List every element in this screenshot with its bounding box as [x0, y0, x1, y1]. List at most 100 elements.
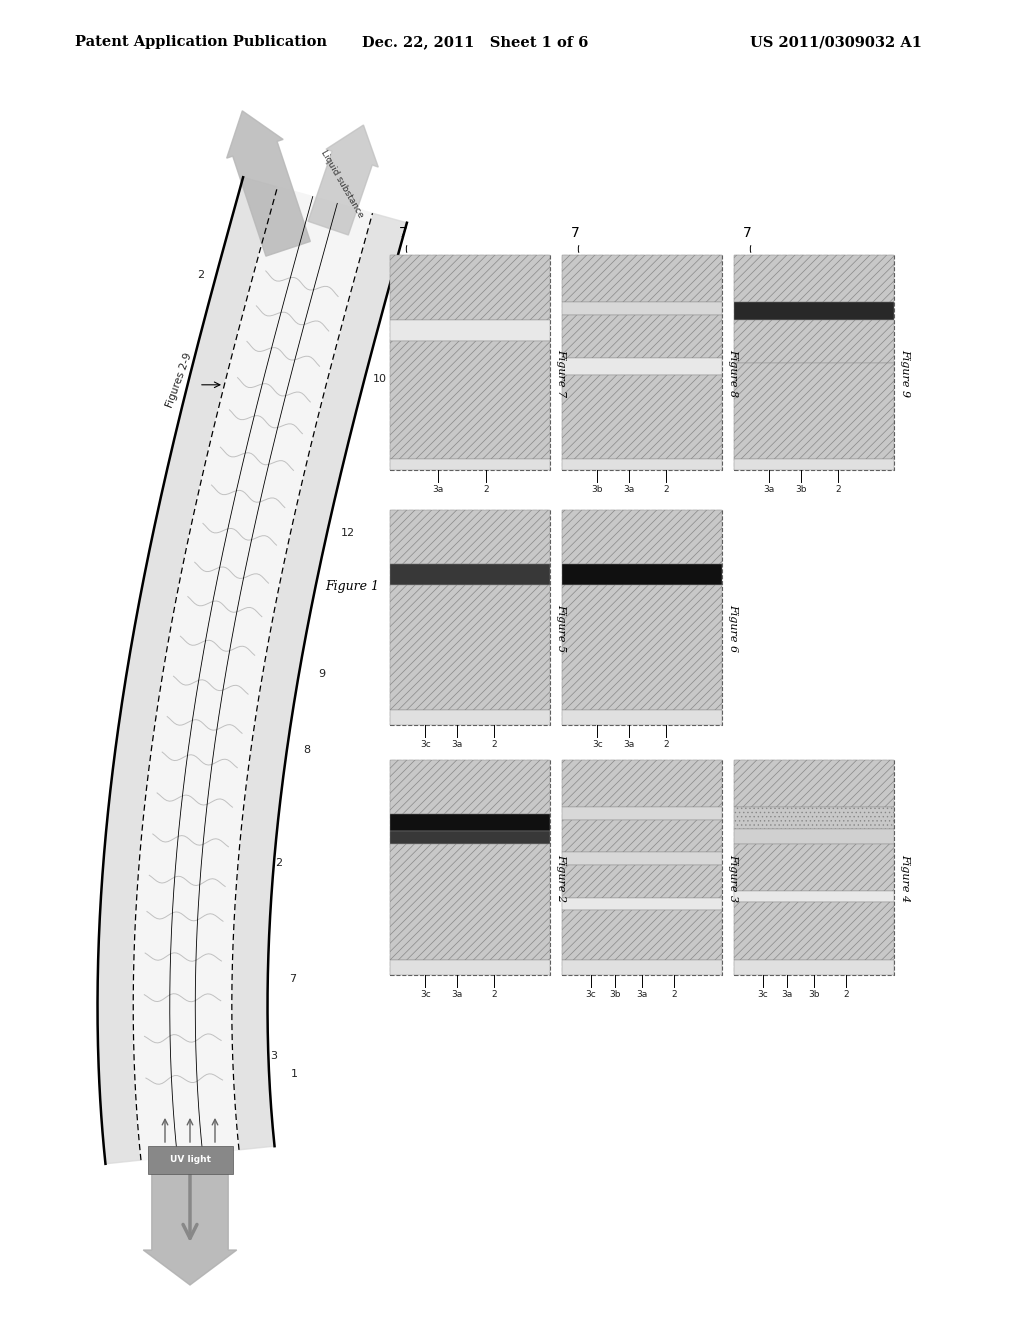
Bar	[734, 760, 894, 975]
Bar	[562, 510, 722, 725]
Text: 3: 3	[270, 1051, 276, 1061]
Bar	[734, 829, 894, 843]
Bar	[562, 911, 722, 960]
Text: 3a: 3a	[636, 990, 647, 999]
Text: 2: 2	[671, 990, 677, 999]
Bar	[390, 564, 550, 585]
Text: 2: 2	[664, 741, 669, 748]
Text: 3c: 3c	[586, 990, 596, 999]
Text: 2: 2	[275, 858, 283, 869]
Text: Liquid substance: Liquid substance	[318, 148, 366, 219]
Text: UV light: UV light	[170, 1155, 211, 1164]
Text: 1: 1	[291, 1069, 298, 1078]
Text: Figure 5: Figure 5	[556, 605, 566, 652]
Text: US 2011/0309032 A1: US 2011/0309032 A1	[750, 36, 922, 49]
Text: 3c: 3c	[592, 741, 602, 748]
Text: Figure 7: Figure 7	[556, 350, 566, 397]
Text: 2: 2	[198, 271, 204, 280]
Bar	[562, 808, 722, 820]
Bar	[390, 832, 550, 843]
Text: 3a: 3a	[624, 484, 635, 494]
Bar	[562, 760, 722, 808]
Bar	[390, 255, 550, 319]
Bar	[562, 760, 722, 975]
Bar	[390, 459, 550, 470]
Bar	[734, 302, 894, 319]
Bar	[390, 255, 550, 470]
Bar	[562, 960, 722, 975]
Bar	[562, 710, 722, 725]
Text: 3a: 3a	[452, 990, 463, 999]
Bar	[734, 255, 894, 470]
Bar	[734, 902, 894, 960]
Text: Figure 6: Figure 6	[728, 605, 738, 652]
Text: $\mathit{7}$: $\mathit{7}$	[398, 226, 408, 240]
Bar	[562, 459, 722, 470]
Polygon shape	[231, 214, 407, 1150]
Text: 3b: 3b	[796, 484, 807, 494]
FancyArrow shape	[226, 111, 310, 256]
Bar	[734, 808, 894, 829]
Bar	[562, 255, 722, 302]
Bar	[390, 585, 550, 710]
Polygon shape	[133, 187, 373, 1160]
Text: Figure 3: Figure 3	[728, 854, 738, 903]
Text: Figure 9: Figure 9	[900, 350, 910, 397]
Polygon shape	[97, 177, 278, 1164]
Text: 3a: 3a	[452, 741, 463, 748]
Text: 3c: 3c	[420, 990, 430, 999]
Bar	[562, 302, 722, 315]
FancyArrow shape	[308, 125, 378, 235]
Text: 3b: 3b	[592, 484, 603, 494]
Bar	[734, 843, 894, 891]
Bar	[390, 341, 550, 459]
Text: Figure 4: Figure 4	[900, 854, 910, 903]
Text: 2: 2	[492, 990, 497, 999]
Bar	[562, 375, 722, 459]
Bar	[390, 960, 550, 975]
Text: $\mathit{7}$: $\mathit{7}$	[570, 226, 580, 240]
Text: 2: 2	[492, 741, 497, 748]
Bar	[562, 898, 722, 911]
Bar	[390, 760, 550, 813]
Bar	[734, 960, 894, 975]
Text: Figures 2-9: Figures 2-9	[165, 351, 194, 409]
Text: Patent Application Publication: Patent Application Publication	[75, 36, 327, 49]
Text: 3c: 3c	[758, 990, 768, 999]
Text: 3a: 3a	[781, 990, 793, 999]
Text: Figure 8: Figure 8	[728, 350, 738, 397]
Bar	[562, 866, 722, 898]
Bar	[562, 585, 722, 710]
Bar	[734, 760, 894, 808]
Bar	[734, 363, 894, 459]
Text: 2: 2	[843, 990, 849, 999]
Bar	[390, 510, 550, 725]
Bar	[390, 813, 550, 832]
Text: 3c: 3c	[420, 741, 430, 748]
Bar	[390, 843, 550, 960]
Text: $\mathit{7}$: $\mathit{7}$	[742, 226, 752, 240]
Text: 9: 9	[318, 669, 326, 680]
Text: 3a: 3a	[432, 484, 443, 494]
Text: 7: 7	[289, 974, 296, 985]
Text: Figure 1: Figure 1	[325, 579, 379, 593]
Text: Dec. 22, 2011   Sheet 1 of 6: Dec. 22, 2011 Sheet 1 of 6	[362, 36, 589, 49]
Text: 12: 12	[340, 528, 354, 539]
Text: Figure 2: Figure 2	[556, 854, 566, 903]
Bar	[562, 255, 722, 470]
Text: 3a: 3a	[624, 741, 635, 748]
Text: 2: 2	[483, 484, 488, 494]
Bar	[734, 255, 894, 302]
Bar	[390, 760, 550, 975]
Bar	[734, 459, 894, 470]
Bar	[562, 564, 722, 585]
Bar	[562, 853, 722, 866]
Bar	[390, 510, 550, 564]
Bar	[562, 315, 722, 358]
Bar	[562, 820, 722, 853]
Text: 3b: 3b	[808, 990, 820, 999]
Bar	[562, 510, 722, 564]
Bar	[562, 358, 722, 375]
Bar	[734, 891, 894, 902]
Text: 2: 2	[664, 484, 669, 494]
